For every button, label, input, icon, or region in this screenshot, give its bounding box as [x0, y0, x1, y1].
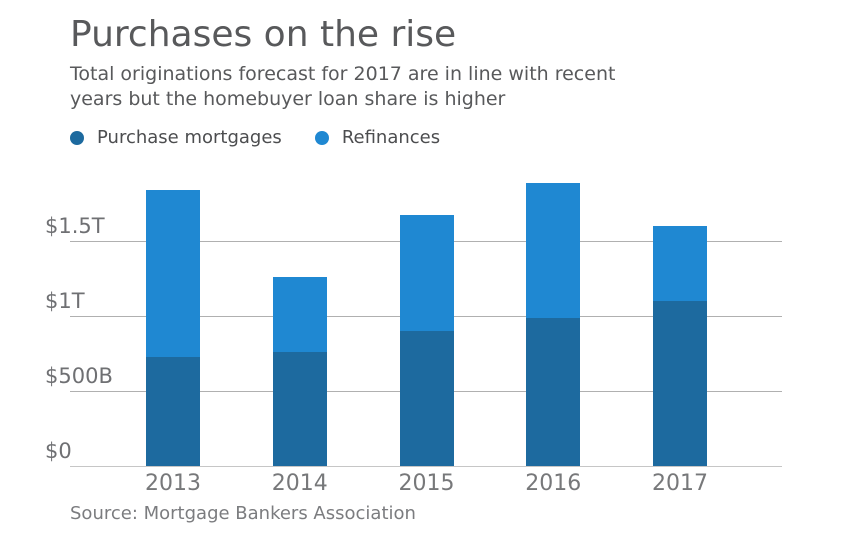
- purchase-mortgages-legend-dot-icon: [70, 130, 84, 145]
- legend-item-purchase-mortgages: Purchase mortgages: [70, 127, 282, 148]
- x-axis-tick-2014: 2014: [271, 471, 328, 496]
- bar-2014-purchase-mortgages: [272, 352, 327, 466]
- source-note: Source: Mortgage Bankers Association: [70, 503, 416, 524]
- legend-label-refinances: Refinances: [341, 127, 441, 148]
- chart-subtitle-line-2: years but the homebuyer loan share is hi…: [70, 88, 506, 110]
- bar-2015-purchase-mortgages: [399, 331, 454, 466]
- bar-2017-purchase-mortgages: [653, 301, 707, 466]
- chart-subtitle-line-1: Total originations forecast for 2017 are…: [70, 63, 616, 85]
- y-axis-tick-0: $0: [45, 439, 72, 463]
- bar-2014-refinances: [272, 277, 327, 352]
- bar-2015-refinances: [399, 214, 454, 331]
- y-axis-tick-500b: $500B: [45, 364, 113, 388]
- legend-item-refinances: Refinances: [314, 127, 441, 148]
- y-axis-tick-1.5t: $1.5T: [45, 214, 105, 238]
- x-axis-tick-2017: 2017: [652, 471, 708, 496]
- bar-2016-refinances: [526, 182, 581, 318]
- legend: Purchase mortgages Refinances: [70, 127, 473, 148]
- chart-title: Purchases on the rise: [70, 14, 457, 55]
- refinances-legend-dot-icon: [314, 130, 329, 145]
- x-axis-tick-2015: 2015: [398, 471, 455, 496]
- legend-label-purchase-mortgages: Purchase mortgages: [97, 127, 282, 148]
- bar-2013-purchase-mortgages: [146, 356, 200, 466]
- gridline-0: [70, 466, 782, 467]
- bar-2016-purchase-mortgages: [526, 317, 581, 466]
- chart-subtitle: Total originations forecast for 2017 are…: [70, 62, 615, 112]
- x-axis-tick-2016: 2016: [525, 471, 582, 496]
- bar-2013-refinances: [146, 190, 200, 357]
- x-axis-tick-2013: 2013: [145, 471, 201, 496]
- bar-2017-refinances: [653, 226, 707, 301]
- y-axis-tick-1t: $1T: [45, 289, 85, 313]
